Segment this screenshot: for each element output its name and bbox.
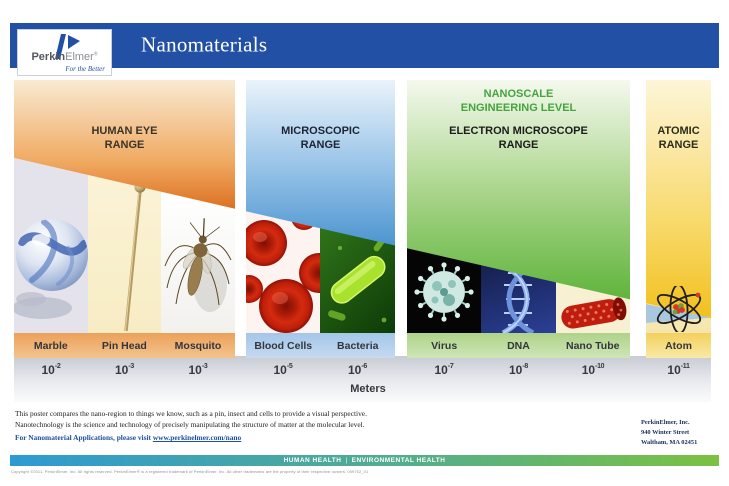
panel-microscopic: MICROSCOPIC RANGE xyxy=(246,80,395,333)
item-label-bacteria: Bacteria xyxy=(337,339,379,352)
scale-band: 10-2 10-3 10-3 10-5 10-6 10-7 10-8 10-10… xyxy=(14,356,711,402)
description-line-1: This poster compares the nano-region to … xyxy=(15,409,367,418)
item-label-dna: DNA xyxy=(507,339,530,352)
scale-nano-tube: 10-10 xyxy=(581,363,605,377)
atomic-wedge xyxy=(646,80,711,319)
scale-bacteria: 10-6 xyxy=(348,363,367,377)
address-line-3: Waltham, MA 02451 xyxy=(641,438,698,446)
footer-human-health: HUMAN HEALTH xyxy=(283,457,342,464)
address-line-1: PerkinElmer, Inc. xyxy=(641,419,690,426)
nanoscale-engineering-level-title: NANOSCALE ENGINEERING LEVEL xyxy=(460,88,577,115)
perkinelmer-logo-icon xyxy=(55,34,80,59)
label-bar-microscopic: Blood Cells Bacteria xyxy=(246,333,395,358)
human-eye-range-title: HUMAN EYE RANGE xyxy=(91,125,158,152)
poster-description: This poster compares the nano-region to … xyxy=(15,408,455,443)
header-bar: Nanomaterials xyxy=(10,23,719,68)
item-label-mosquito: Mosquito xyxy=(174,339,222,352)
blood-cells-photo xyxy=(246,211,320,333)
page-title: Nanomaterials xyxy=(141,32,268,56)
footer-divider: | xyxy=(345,457,348,464)
footer-environmental-health: ENVIRONMENTAL HEALTH xyxy=(351,457,446,464)
item-label-blood-cells: Blood Cells xyxy=(254,339,313,352)
nano-tube-photo xyxy=(556,283,630,333)
atomic-range-title: ATOMIC RANGE xyxy=(657,125,700,152)
scale-pin-head: 10-3 xyxy=(115,363,134,377)
item-label-virus: Virus xyxy=(431,339,458,352)
scale-dna: 10-8 xyxy=(509,363,528,377)
address-line-2: 940 Winter Street xyxy=(641,428,690,436)
item-label-pin-head: Pin Head xyxy=(101,339,147,352)
panel-human-eye: HUMAN EYE RANGE xyxy=(14,80,235,333)
meters-unit-label: Meters xyxy=(350,383,386,395)
panel-electron-microscope: NANOSCALE ENGINEERING LEVEL ELECTRON MIC… xyxy=(407,80,630,333)
scale-virus: 10-7 xyxy=(434,363,454,377)
scale-blood-cells: 10-5 xyxy=(273,363,293,377)
bacteria-photo xyxy=(320,228,395,333)
cta-line: For Nanomaterial Applications, please vi… xyxy=(15,433,242,443)
perkinelmer-nano-link[interactable]: www.perkinelmer.com/nano xyxy=(152,433,242,443)
scale-marble: 10-2 xyxy=(41,363,61,377)
copyright-line: Copyright ©2011, PerkinElmer, Inc. All r… xyxy=(11,469,369,474)
description-line-2: Nanotechnology is the science and techno… xyxy=(15,420,365,430)
scale-atom: 10-11 xyxy=(667,363,690,377)
mosquito-photo xyxy=(161,192,235,333)
microscopic-range-title: MICROSCOPIC RANGE xyxy=(281,125,360,152)
label-bar-atomic: Atom xyxy=(646,333,711,358)
perkinelmer-logo: PerkinElmer® For the Better xyxy=(17,29,112,76)
marble-photo xyxy=(14,158,88,333)
item-label-nano-tube: Nano Tube xyxy=(566,339,620,352)
brand-tagline: For the Better xyxy=(65,65,105,73)
company-address: PerkinElmer, Inc. 940 Winter Street Walt… xyxy=(641,418,697,448)
electron-microscope-range-title: ELECTRON MICROSCOPE RANGE xyxy=(449,125,588,152)
pin-photo xyxy=(88,175,161,333)
scale-diagram: HUMAN EYE RANGE xyxy=(14,80,711,333)
label-bar-human-eye: Marble Pin Head Mosquito xyxy=(14,333,235,358)
brand-wordmark: PerkinElmer® xyxy=(31,51,98,63)
item-label-row: Marble Pin Head Mosquito Blood Cells Bac… xyxy=(14,333,711,358)
footer-brand-bar: HUMAN HEALTH | ENVIRONMENTAL HEALTH xyxy=(10,455,719,466)
panel-atomic: ATOMIC RANGE xyxy=(646,80,711,333)
item-label-atom: Atom xyxy=(665,339,692,352)
scale-mosquito: 10-3 xyxy=(188,363,208,377)
label-bar-electron-microscope: Virus DNA Nano Tube xyxy=(407,333,630,358)
atom-icon xyxy=(656,286,702,332)
item-label-marble: Marble xyxy=(33,339,68,352)
